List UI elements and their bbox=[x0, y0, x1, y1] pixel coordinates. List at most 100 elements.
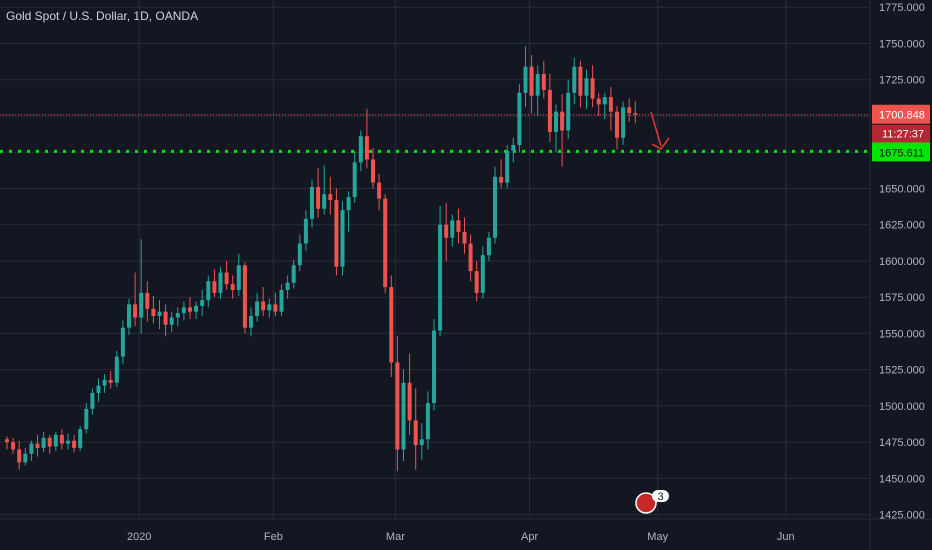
candle-body bbox=[352, 162, 357, 198]
candle bbox=[560, 94, 565, 167]
candle bbox=[291, 259, 296, 289]
candle-body bbox=[523, 66, 528, 93]
candle-body bbox=[169, 317, 174, 325]
candle-body bbox=[114, 356, 119, 383]
price-axis[interactable] bbox=[870, 0, 932, 550]
candle-body bbox=[413, 420, 418, 446]
candle-body bbox=[35, 443, 40, 448]
candle-body bbox=[590, 78, 595, 99]
candle-body bbox=[480, 255, 485, 293]
candle bbox=[340, 201, 345, 276]
candle-body bbox=[364, 136, 369, 160]
candle-body bbox=[291, 265, 296, 283]
candle-body bbox=[584, 78, 589, 96]
candle bbox=[395, 336, 400, 472]
candle bbox=[541, 60, 546, 99]
candle bbox=[554, 104, 558, 153]
candle bbox=[499, 159, 504, 189]
price-tick-label: 1775.000 bbox=[879, 2, 925, 14]
time-tick-label: May bbox=[647, 531, 668, 543]
countdown-label: 11:27:37 bbox=[882, 129, 924, 141]
candle-body bbox=[120, 327, 125, 357]
candle bbox=[334, 188, 339, 276]
candle bbox=[5, 436, 9, 450]
us-flag-icon bbox=[635, 492, 657, 514]
candle bbox=[358, 130, 363, 172]
candle bbox=[438, 205, 443, 337]
candle bbox=[35, 434, 40, 457]
price-tick-label: 1425.000 bbox=[879, 510, 925, 522]
candle bbox=[285, 275, 290, 299]
candle-body bbox=[102, 379, 107, 386]
candle bbox=[303, 210, 308, 251]
candle-body bbox=[389, 287, 394, 363]
candle-body bbox=[181, 307, 186, 314]
last-price-tag-bg bbox=[872, 104, 930, 124]
price-tick-label: 1500.000 bbox=[879, 401, 925, 413]
time-axis[interactable] bbox=[0, 519, 932, 550]
down-arrow-annotation[interactable] bbox=[650, 111, 670, 150]
candle bbox=[517, 84, 522, 153]
last-price-label: 1700.848 bbox=[879, 110, 925, 122]
candle bbox=[608, 86, 613, 131]
candle bbox=[615, 105, 619, 150]
candle bbox=[596, 92, 601, 116]
support-price-label: 1675.611 bbox=[879, 147, 924, 159]
candle-body bbox=[328, 194, 333, 201]
candle-body bbox=[127, 304, 131, 328]
candle bbox=[102, 374, 107, 393]
candle bbox=[383, 194, 388, 293]
candle-body bbox=[84, 408, 89, 430]
candle-body bbox=[377, 182, 382, 199]
price-tick-label: 1575.000 bbox=[879, 292, 925, 304]
candle bbox=[316, 168, 321, 218]
candle-body bbox=[145, 292, 150, 309]
candle-body bbox=[230, 284, 235, 290]
candle-body bbox=[23, 453, 28, 463]
candle bbox=[523, 46, 528, 108]
candle bbox=[346, 191, 351, 232]
candle-body bbox=[560, 111, 565, 131]
candle bbox=[108, 371, 113, 389]
candle-body bbox=[425, 403, 430, 440]
badge-count: 3 bbox=[657, 491, 663, 503]
candle bbox=[322, 165, 327, 215]
candle bbox=[407, 353, 412, 435]
time-axis-ticks: 2020 Feb Mar Apr May Jun bbox=[127, 531, 795, 543]
candle-body bbox=[151, 308, 156, 317]
candle-body bbox=[249, 316, 253, 328]
price-tick-label: 1750.000 bbox=[879, 38, 925, 50]
candle-body bbox=[66, 440, 70, 444]
candle-body bbox=[383, 198, 388, 288]
candle-body bbox=[163, 311, 168, 325]
candle-body bbox=[11, 442, 16, 450]
candle-body bbox=[47, 437, 52, 447]
candle bbox=[310, 179, 314, 228]
candle-body bbox=[90, 392, 95, 409]
candle bbox=[584, 69, 589, 109]
candle-body bbox=[139, 292, 144, 318]
candle-body bbox=[157, 311, 162, 317]
candle-body bbox=[371, 159, 375, 183]
candle bbox=[468, 234, 473, 282]
candle-body bbox=[511, 144, 516, 151]
candle-body bbox=[633, 113, 638, 115]
candle-body bbox=[78, 429, 83, 448]
economic-event-badge[interactable]: 3 bbox=[635, 490, 669, 514]
candle bbox=[566, 79, 571, 140]
candle bbox=[444, 202, 449, 261]
candle bbox=[413, 388, 418, 470]
candle-body bbox=[242, 265, 247, 328]
arrow-shaft bbox=[650, 111, 662, 147]
candle-body bbox=[615, 111, 619, 138]
time-tick-label: Feb bbox=[264, 531, 283, 543]
candle-body bbox=[194, 305, 199, 312]
candle-body bbox=[322, 194, 327, 209]
candle bbox=[224, 260, 229, 290]
candle-body bbox=[432, 330, 436, 404]
candle bbox=[255, 292, 260, 322]
candle bbox=[249, 307, 253, 337]
candle-body bbox=[395, 362, 400, 450]
candle-body bbox=[602, 97, 607, 105]
